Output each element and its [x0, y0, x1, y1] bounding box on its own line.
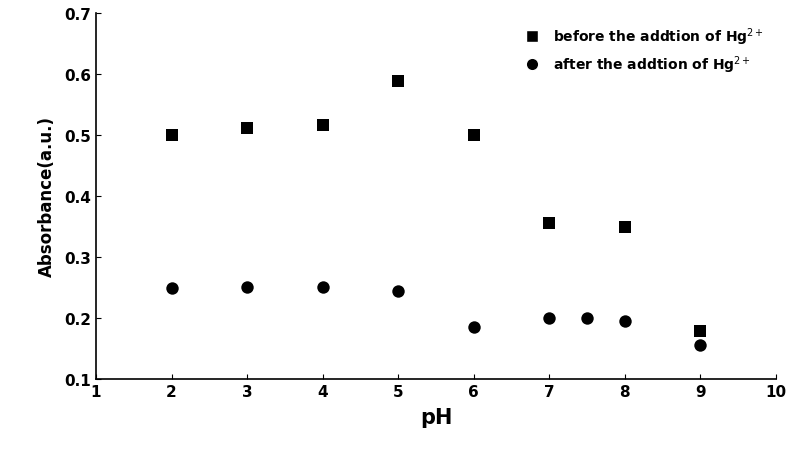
Point: [467, 132, 480, 139]
Point: [241, 284, 254, 291]
Legend: before the addtion of Hg$^{2+}$, after the addtion of Hg$^{2+}$: before the addtion of Hg$^{2+}$, after t…: [513, 20, 769, 82]
Point: [694, 328, 707, 335]
Point: [467, 323, 480, 331]
Point: [316, 123, 329, 130]
Point: [165, 132, 178, 139]
Y-axis label: Absorbance(a.u.): Absorbance(a.u.): [38, 116, 56, 276]
Point: [392, 78, 405, 85]
Point: [165, 285, 178, 292]
Point: [581, 314, 594, 322]
X-axis label: pH: pH: [420, 407, 452, 427]
Point: [618, 224, 631, 231]
Point: [618, 318, 631, 325]
Point: [543, 220, 556, 227]
Point: [694, 342, 707, 349]
Point: [241, 125, 254, 133]
Point: [543, 314, 556, 322]
Point: [316, 284, 329, 291]
Point: [392, 288, 405, 295]
